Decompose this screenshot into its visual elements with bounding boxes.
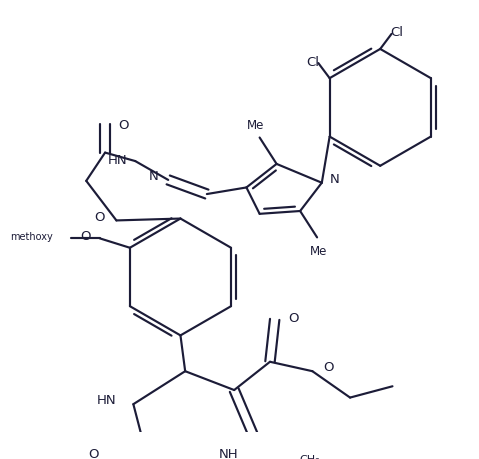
Text: O: O [288,311,298,324]
Text: O: O [80,230,91,242]
Text: Cl: Cl [391,27,404,39]
Text: N: N [330,173,339,186]
Text: N: N [149,169,159,182]
Text: Me: Me [247,118,264,132]
Text: Me: Me [310,245,328,257]
Text: Cl: Cl [306,56,319,68]
Text: O: O [324,360,334,373]
Text: NH: NH [219,447,239,459]
Text: CH₃: CH₃ [299,454,320,459]
Text: O: O [94,211,105,224]
Text: methoxy: methoxy [10,231,53,241]
Text: O: O [118,118,129,132]
Text: O: O [88,447,99,459]
Text: HN: HN [97,393,116,406]
Text: HN: HN [108,153,128,166]
